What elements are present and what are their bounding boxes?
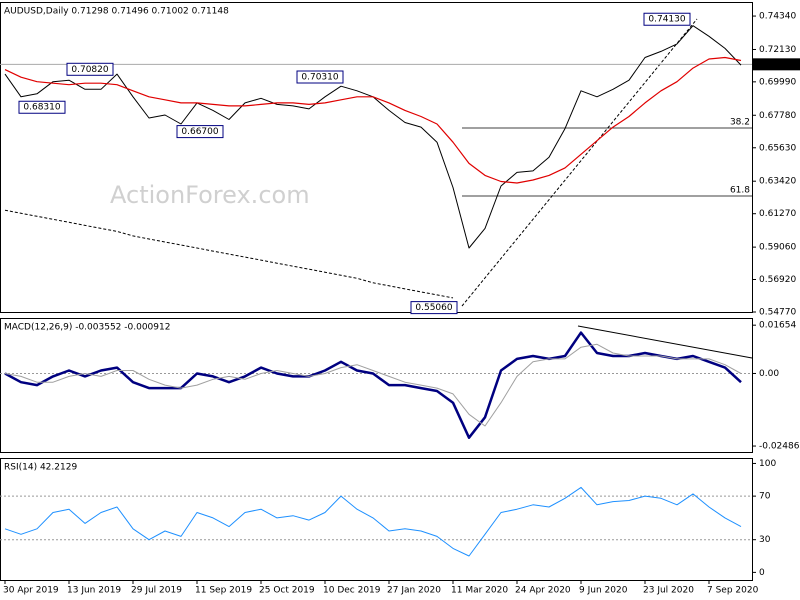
last-price-box <box>752 58 800 71</box>
annotation-label: 0.70310 <box>301 73 338 83</box>
x-tick-label: 27 Jan 2020 <box>387 586 441 596</box>
y-tick-label: 0.59060 <box>759 243 796 253</box>
x-tick-label: 10 Dec 2019 <box>323 586 381 596</box>
x-tick-label: 11 Mar 2020 <box>451 586 508 596</box>
trend-line <box>461 18 698 307</box>
x-tick-label: 24 Apr 2020 <box>515 586 571 596</box>
annotation-box <box>176 125 224 139</box>
y-tick-label: 0.54770 <box>759 308 796 318</box>
panel-title: RSI(14) 42.2129 <box>4 463 77 473</box>
x-tick-label: 7 Sep 2020 <box>707 586 759 596</box>
x-tick-label: 30 Apr 2019 <box>3 586 59 596</box>
last-price-label: 0.71148 <box>759 60 796 70</box>
y-tick-label: 70 <box>759 492 771 502</box>
x-tick-label: 13 Jun 2019 <box>67 586 121 596</box>
macd-trend-line <box>577 325 753 359</box>
level-label: 38.2 <box>730 117 750 127</box>
y-tick-label: 0.72130 <box>759 45 796 55</box>
series-line <box>4 56 742 184</box>
series-line <box>4 486 742 557</box>
annotation-box <box>643 12 691 26</box>
annotation-label: 0.70820 <box>71 65 108 75</box>
series-line <box>4 343 742 427</box>
watermark: ActionForex.com <box>110 181 310 209</box>
annotation-box <box>66 62 114 76</box>
y-tick-label: 0.63420 <box>759 177 796 187</box>
y-tick-label: 0.67780 <box>759 111 796 121</box>
annotation-box <box>18 100 66 114</box>
level-label: 61.8 <box>730 186 750 196</box>
y-tick-label: 0.74340 <box>759 12 796 22</box>
annotation-label: 0.55060 <box>415 303 452 313</box>
y-tick-label: 0.61270 <box>759 209 796 219</box>
y-tick-label: 0.69990 <box>759 77 796 87</box>
annotation-box <box>410 301 458 315</box>
y-tick-label: 0.56920 <box>759 275 796 285</box>
y-tick-label: 0.65630 <box>759 143 796 153</box>
panel-title: MACD(12,26,9) -0.003552 -0.000912 <box>4 323 170 333</box>
y-tick-label: 0.00 <box>759 369 779 379</box>
annotation-box <box>296 70 344 84</box>
annotation-label: 0.68310 <box>23 103 60 113</box>
y-tick-label: 0 <box>759 568 765 578</box>
y-tick-label: 100 <box>759 459 776 469</box>
panel-border <box>0 2 753 313</box>
x-tick-label: 23 Jul 2020 <box>643 586 694 596</box>
series-line <box>4 331 742 439</box>
panel-title: AUDUSD,Daily 0.71298 0.71496 0.71002 0.7… <box>4 7 229 17</box>
x-tick-label: 29 Jul 2019 <box>131 586 182 596</box>
x-tick-label: 9 Jun 2020 <box>579 586 628 596</box>
x-tick-label: 25 Oct 2019 <box>259 586 315 596</box>
annotation-label: 0.74130 <box>648 15 685 25</box>
annotation-label: 0.66700 <box>181 127 218 137</box>
x-tick-label: 11 Sep 2019 <box>195 586 252 596</box>
y-tick-label: 0.01654 <box>759 321 796 331</box>
panel-border <box>0 458 753 581</box>
y-tick-label: 30 <box>759 535 771 545</box>
y-tick-label: -0.02486 <box>759 442 800 452</box>
series-line <box>4 209 454 299</box>
panel-border <box>0 318 753 453</box>
